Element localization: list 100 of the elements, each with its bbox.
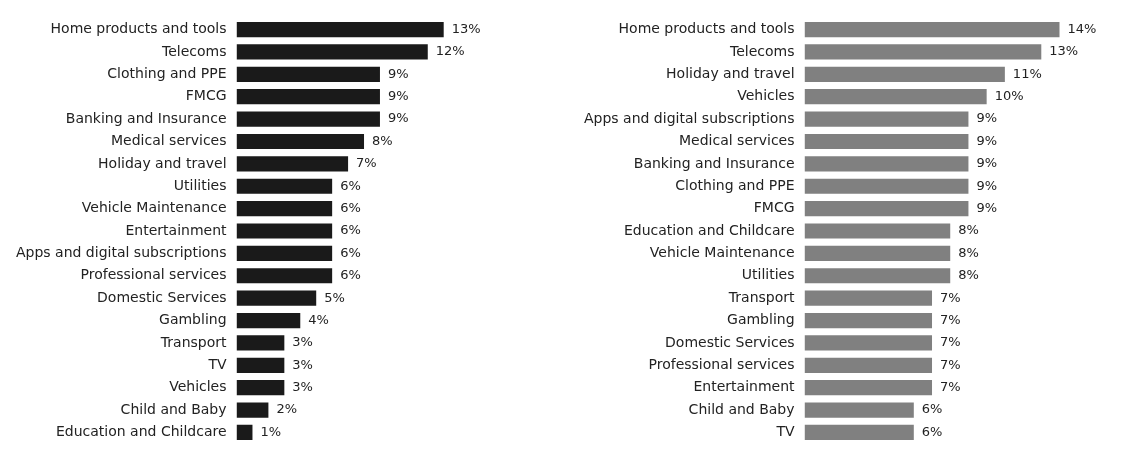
bar: [804, 178, 969, 194]
data-label: 6%: [340, 177, 361, 193]
y-tick-label: Medical services: [679, 132, 795, 149]
data-label: 9%: [976, 132, 998, 148]
bar: [236, 223, 333, 239]
data-label: 3%: [292, 334, 313, 350]
y-tick-label: Banking and Insurance: [633, 154, 795, 171]
y-tick-label: Home products and tools: [50, 20, 227, 37]
bar: [236, 290, 317, 306]
y-tick-label: Vehicles: [737, 87, 795, 104]
bar: [236, 44, 428, 60]
data-label: 6%: [340, 244, 361, 260]
data-label: 9%: [387, 88, 409, 104]
y-tick-label: Medical services: [111, 132, 227, 149]
y-tick-label: Clothing and PPE: [675, 176, 795, 193]
y-tick-label: Education and Childcare: [55, 423, 227, 440]
data-label: 14%: [1067, 20, 1097, 36]
bar: [236, 178, 333, 194]
bar: [804, 245, 951, 261]
bar: [236, 357, 285, 373]
data-label: 4%: [308, 311, 329, 327]
bar: [804, 156, 969, 172]
y-tick-label: Gambling: [159, 311, 227, 328]
data-label: 9%: [387, 65, 409, 81]
y-tick-label: Utilities: [741, 266, 795, 283]
bar: [236, 245, 333, 261]
data-label: 3%: [292, 356, 313, 372]
data-label: 6%: [921, 401, 943, 417]
y-tick-label: TV: [775, 423, 795, 440]
y-tick-label: Professional services: [648, 355, 795, 372]
bar: [236, 21, 444, 38]
bar: [804, 201, 969, 217]
bar: [236, 380, 285, 396]
data-label: 8%: [372, 132, 393, 148]
y-tick-label: TV: [207, 355, 227, 372]
data-label: 7%: [940, 356, 961, 372]
data-label: 6%: [340, 222, 361, 238]
y-tick-label: Vehicle Maintenance: [649, 244, 795, 261]
bar: [804, 335, 933, 351]
y-tick-label: Gambling: [727, 311, 795, 328]
y-tick-label: FMCG: [185, 87, 227, 104]
y-tick-label: Vehicles: [169, 378, 227, 395]
bar: [804, 89, 987, 105]
y-tick-label: Domestic Services: [97, 288, 227, 305]
data-label: 8%: [958, 244, 979, 260]
data-label: 9%: [976, 177, 998, 193]
y-tick-label: Child and Baby: [120, 400, 227, 417]
y-tick-label: Clothing and PPE: [107, 64, 227, 81]
bar: [236, 424, 253, 441]
y-tick-label: Telecoms: [729, 42, 795, 59]
data-label: 7%: [940, 311, 961, 327]
data-label: 11%: [1012, 65, 1042, 81]
bar: [236, 133, 365, 150]
y-tick-label: Entertainment: [693, 378, 796, 395]
y-tick-label: Professional services: [80, 266, 227, 283]
bar: [804, 111, 969, 127]
y-tick-label: Child and Baby: [688, 400, 795, 417]
y-tick-label: Domestic Services: [665, 333, 795, 350]
data-label: 3%: [292, 379, 313, 395]
data-label: 8%: [958, 267, 979, 283]
data-label: 9%: [387, 110, 409, 126]
data-label: 9%: [976, 110, 998, 126]
data-label: 12%: [435, 43, 465, 59]
data-label: 9%: [976, 155, 998, 171]
bar: [804, 357, 933, 373]
data-label: 10%: [994, 88, 1024, 104]
bar: [236, 89, 380, 105]
data-label: 7%: [940, 334, 961, 350]
bar: [804, 66, 1005, 82]
y-tick-label: Education and Childcare: [623, 221, 795, 238]
y-tick-label: Vehicle Maintenance: [81, 199, 227, 216]
data-label: 6%: [340, 200, 361, 215]
bar: [804, 268, 951, 284]
data-label: 6%: [340, 267, 361, 283]
bar: [804, 424, 914, 441]
y-tick-label: Home products and tools: [618, 20, 795, 37]
y-tick-label: Apps and digital subscriptions: [15, 244, 227, 261]
data-label: 7%: [940, 289, 961, 305]
bar: [236, 268, 333, 284]
data-label: 13%: [451, 20, 481, 36]
bar: [804, 312, 933, 329]
y-tick-label: Transport: [727, 288, 796, 305]
data-label: 1%: [260, 423, 282, 439]
y-tick-label: FMCG: [753, 199, 795, 216]
bar: [804, 380, 933, 396]
y-tick-label: Entertainment: [125, 221, 228, 238]
bar: [236, 312, 301, 329]
bar: [804, 402, 914, 418]
data-label: 13%: [1049, 43, 1079, 59]
y-tick-label: Telecoms: [161, 42, 227, 59]
data-label: 8%: [958, 222, 979, 238]
bar: [804, 44, 1042, 60]
data-label: 6%: [921, 423, 943, 439]
bar: [804, 133, 969, 150]
bar: [236, 335, 285, 351]
y-tick-label: Holiday and travel: [666, 64, 795, 81]
y-tick-label: Banking and Insurance: [65, 109, 227, 126]
y-tick-label: Transport: [159, 333, 228, 350]
bar: [236, 156, 349, 172]
data-label: 7%: [356, 155, 377, 171]
